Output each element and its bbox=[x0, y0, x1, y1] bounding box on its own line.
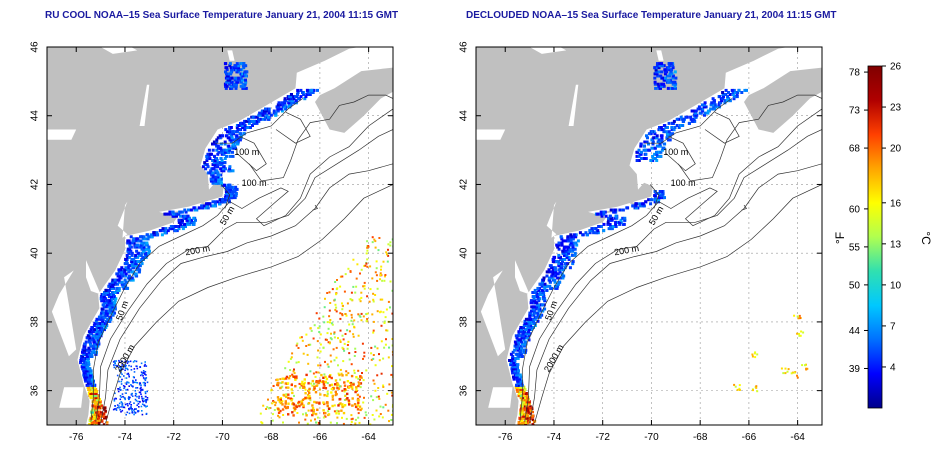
left-land-mass bbox=[47, 47, 393, 425]
right-sst-pixels bbox=[508, 62, 809, 425]
celsius-tick-label: 13 bbox=[890, 239, 902, 250]
left-y-tick-labels: 36 38 40 42 44 46 bbox=[30, 41, 41, 396]
fahrenheit-tick-label: 68 bbox=[849, 144, 861, 155]
x-tick-label: -68 bbox=[264, 432, 279, 443]
fahrenheit-tick-label: 44 bbox=[849, 326, 861, 337]
fahrenheit-tick-label: 39 bbox=[849, 364, 861, 375]
contour-label: 200 m bbox=[184, 243, 210, 257]
fahrenheit-tick-label: 73 bbox=[849, 106, 861, 117]
fahrenheit-axis-label: °F bbox=[833, 232, 847, 244]
right-panel-title: DECLOUDED NOAA–15 Sea Surface Temperatur… bbox=[466, 10, 837, 21]
contour-label: 100 m bbox=[671, 178, 696, 188]
y-tick-label: 44 bbox=[459, 110, 470, 122]
y-tick-label: 46 bbox=[30, 41, 41, 53]
fahrenheit-tick-label: 60 bbox=[849, 204, 861, 215]
y-tick-label: 46 bbox=[459, 41, 470, 53]
x-tick-label: -74 bbox=[547, 432, 562, 443]
celsius-axis-label: °C bbox=[919, 231, 933, 245]
y-tick-label: 44 bbox=[30, 110, 41, 122]
fahrenheit-tick-label: 55 bbox=[849, 242, 861, 253]
left-sst-pixels bbox=[79, 62, 393, 425]
celsius-tick-label: 26 bbox=[890, 62, 902, 73]
x-tick-label: -72 bbox=[166, 432, 181, 443]
x-tick-label: -70 bbox=[215, 432, 230, 443]
contour-label: 100 m bbox=[242, 178, 267, 188]
right-land-mass bbox=[476, 47, 822, 425]
celsius-tick-label: 16 bbox=[890, 198, 902, 209]
y-tick-label: 40 bbox=[30, 247, 41, 259]
right-x-tick-labels: -76 -74 -72 -70 -68 -66 -64 bbox=[498, 432, 805, 443]
y-tick-label: 40 bbox=[459, 247, 470, 259]
celsius-tick-label: 4 bbox=[890, 362, 896, 373]
y-tick-label: 42 bbox=[459, 178, 470, 190]
y-tick-label: 38 bbox=[459, 316, 470, 328]
celsius-tick-label: 7 bbox=[890, 321, 896, 332]
right-y-tick-labels: 36 38 40 42 44 46 bbox=[459, 41, 470, 396]
celsius-tick-label: 20 bbox=[890, 144, 902, 155]
left-panel-title: RU COOL NOAA–15 Sea Surface Temperature … bbox=[45, 10, 399, 21]
left-x-tick-labels: -76 -74 -72 -70 -68 -66 -64 bbox=[69, 432, 376, 443]
colorbar-celsius-ticks: 26 23 20 16 13 10 7 4 bbox=[882, 62, 902, 373]
x-tick-label: -74 bbox=[118, 432, 133, 443]
fahrenheit-tick-label: 50 bbox=[849, 280, 861, 291]
x-tick-label: -64 bbox=[361, 432, 376, 443]
y-tick-label: 36 bbox=[459, 385, 470, 397]
left-axis-ticks bbox=[47, 46, 393, 425]
celsius-tick-label: 23 bbox=[890, 103, 902, 114]
colorbar-fahrenheit-ticks: 78 73 68 60 55 50 44 39 bbox=[849, 68, 868, 375]
x-tick-label: -66 bbox=[313, 432, 328, 443]
contour-label: 100 m bbox=[663, 147, 688, 157]
contour-label: 100 m bbox=[234, 147, 259, 157]
x-tick-label: -64 bbox=[790, 432, 805, 443]
fahrenheit-tick-label: 78 bbox=[849, 68, 861, 79]
right-axis-ticks bbox=[476, 46, 822, 425]
x-tick-label: -68 bbox=[693, 432, 708, 443]
x-tick-label: -66 bbox=[742, 432, 757, 443]
x-tick-label: -76 bbox=[498, 432, 513, 443]
colorbar: 78 73 68 60 55 50 44 39 26 23 20 16 13 10 7 4 °F °C bbox=[833, 62, 933, 409]
y-tick-label: 36 bbox=[30, 385, 41, 397]
x-tick-label: -70 bbox=[644, 432, 659, 443]
y-tick-label: 42 bbox=[30, 178, 41, 190]
colorbar-ramp bbox=[867, 65, 883, 409]
y-tick-label: 38 bbox=[30, 316, 41, 328]
x-tick-label: -76 bbox=[69, 432, 84, 443]
x-tick-label: -72 bbox=[595, 432, 610, 443]
celsius-tick-label: 10 bbox=[890, 280, 902, 291]
contour-label: 200 m bbox=[613, 243, 639, 257]
